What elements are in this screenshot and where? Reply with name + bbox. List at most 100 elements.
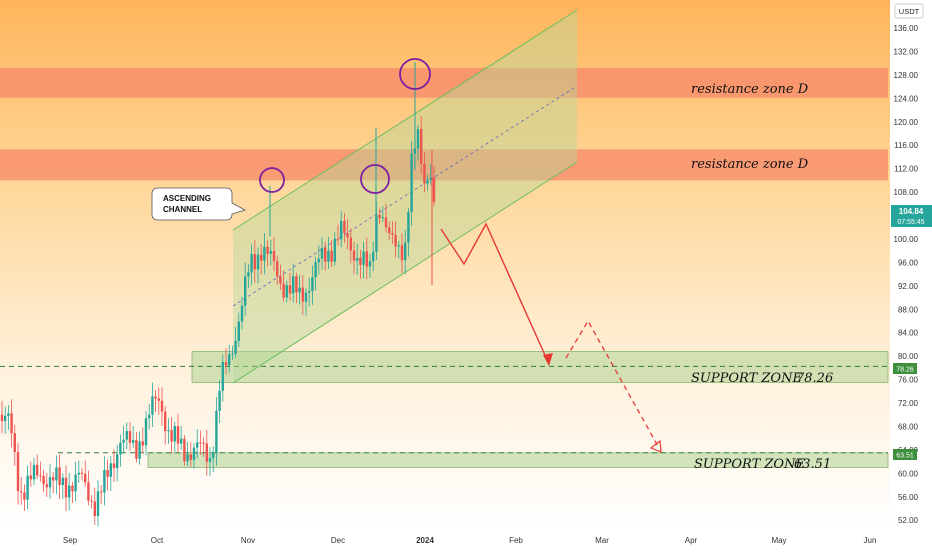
countdown-value: 07:55:45 — [897, 219, 924, 226]
candle-body — [29, 475, 32, 480]
candle-body — [52, 477, 55, 481]
candle-body — [199, 442, 202, 444]
candle-body — [132, 440, 135, 443]
candle-body — [103, 470, 106, 493]
candle-body — [256, 254, 260, 270]
candle-body — [378, 215, 381, 219]
candle-body — [45, 484, 48, 488]
callout: ASCENDING CHANNEL — [151, 187, 247, 221]
candle-body — [10, 413, 13, 434]
support-zone — [191, 351, 889, 383]
time-axis[interactable]: Sep Oct Nov Dec 2024 Feb Mar Apr May Jun — [63, 536, 877, 545]
candle-body — [218, 390, 221, 411]
y-tick-label: 76.00 — [898, 376, 919, 385]
candle-body — [410, 153, 413, 212]
candle-body — [292, 276, 295, 294]
candle-body — [23, 492, 26, 500]
x-tick-label: Oct — [151, 536, 164, 545]
resistance-label-lower: resistance zone D — [691, 157, 809, 172]
y-tick-label: 60.00 — [898, 469, 919, 478]
highlight-circle — [360, 164, 390, 194]
candle-body — [96, 491, 100, 517]
candle-body — [32, 464, 36, 480]
candle-body — [327, 250, 330, 262]
candle-body — [336, 238, 340, 240]
candle-body — [298, 287, 301, 293]
candle-body — [61, 477, 64, 486]
candle-body — [394, 234, 397, 247]
support-label-upper: SUPPORT ZONE — [691, 371, 802, 386]
resistance-label-upper: resistance zone D — [691, 82, 809, 97]
candle-body — [391, 232, 394, 235]
candle-body — [135, 440, 138, 459]
candle-body — [372, 251, 375, 262]
candle-body — [330, 250, 333, 262]
candle-body — [87, 482, 90, 501]
arrowhead-dashed — [649, 439, 662, 453]
candle-body — [151, 396, 154, 415]
candle-body — [212, 452, 215, 459]
candle-body — [183, 438, 186, 462]
candle-body — [250, 254, 253, 273]
candle-body — [13, 433, 16, 453]
candle-body — [362, 251, 365, 265]
y-tick-label: 120.00 — [894, 118, 919, 127]
support-badge-lower-text: 63.51 — [896, 453, 914, 460]
x-tick-label: Dec — [331, 536, 345, 545]
candle-body — [365, 251, 368, 267]
candle-body — [202, 442, 205, 444]
candle-body — [138, 441, 141, 459]
candle-body — [359, 257, 362, 265]
candle-body — [100, 491, 103, 493]
y-tick-label: 128.00 — [894, 71, 919, 80]
x-tick-label: Feb — [509, 536, 523, 545]
y-tick-label: 96.00 — [898, 258, 919, 267]
candle-body — [311, 277, 314, 291]
y-tick-label: 92.00 — [898, 282, 919, 291]
candle-body — [416, 129, 420, 149]
price-axis-panel — [890, 0, 932, 550]
candle-body — [423, 163, 426, 184]
candle-body — [285, 285, 288, 298]
candle-body — [167, 430, 170, 432]
candle-body — [42, 475, 45, 485]
channel-upper-line — [232, 9, 578, 231]
candle-body — [205, 443, 208, 462]
candle-body — [58, 467, 61, 486]
candle-body — [429, 177, 432, 180]
candle-body — [4, 415, 7, 422]
y-tick-label: 80.00 — [898, 352, 919, 361]
projection-arrows — [440, 222, 662, 453]
current-price-badge: 104.84 07:55:45 — [891, 205, 932, 227]
candle-body — [234, 341, 237, 354]
highlight-circles — [259, 58, 431, 194]
y-tick-label: 100.00 — [894, 235, 919, 244]
candle-body — [224, 362, 228, 366]
price-axis[interactable]: 136.00 132.00 128.00 124.00 120.00 116.00 112.… — [894, 24, 919, 525]
candle-body — [39, 475, 42, 477]
candle-body — [346, 233, 349, 238]
zones-layer — [0, 67, 889, 468]
candle-body — [116, 454, 119, 469]
candle-body — [240, 305, 244, 322]
candle-body — [228, 354, 231, 366]
x-tick-label: Sep — [63, 536, 78, 545]
x-tick-label: Mar — [595, 536, 609, 545]
candle-body — [55, 467, 58, 481]
candle-body — [160, 400, 164, 412]
candle-body — [324, 247, 327, 262]
y-tick-label: 116.00 — [894, 141, 918, 150]
y-tick-label: 56.00 — [898, 493, 919, 502]
currency-badge[interactable]: USDT — [894, 3, 924, 19]
candle-body — [420, 129, 423, 164]
candle-body — [77, 472, 80, 475]
candle-body — [189, 454, 192, 460]
candle-body — [36, 464, 39, 476]
candle-body — [404, 242, 407, 261]
candle-body — [80, 472, 84, 474]
candle-body — [295, 276, 298, 293]
candle-body — [244, 276, 247, 306]
candle-body — [173, 426, 176, 442]
candle-body — [288, 285, 292, 294]
